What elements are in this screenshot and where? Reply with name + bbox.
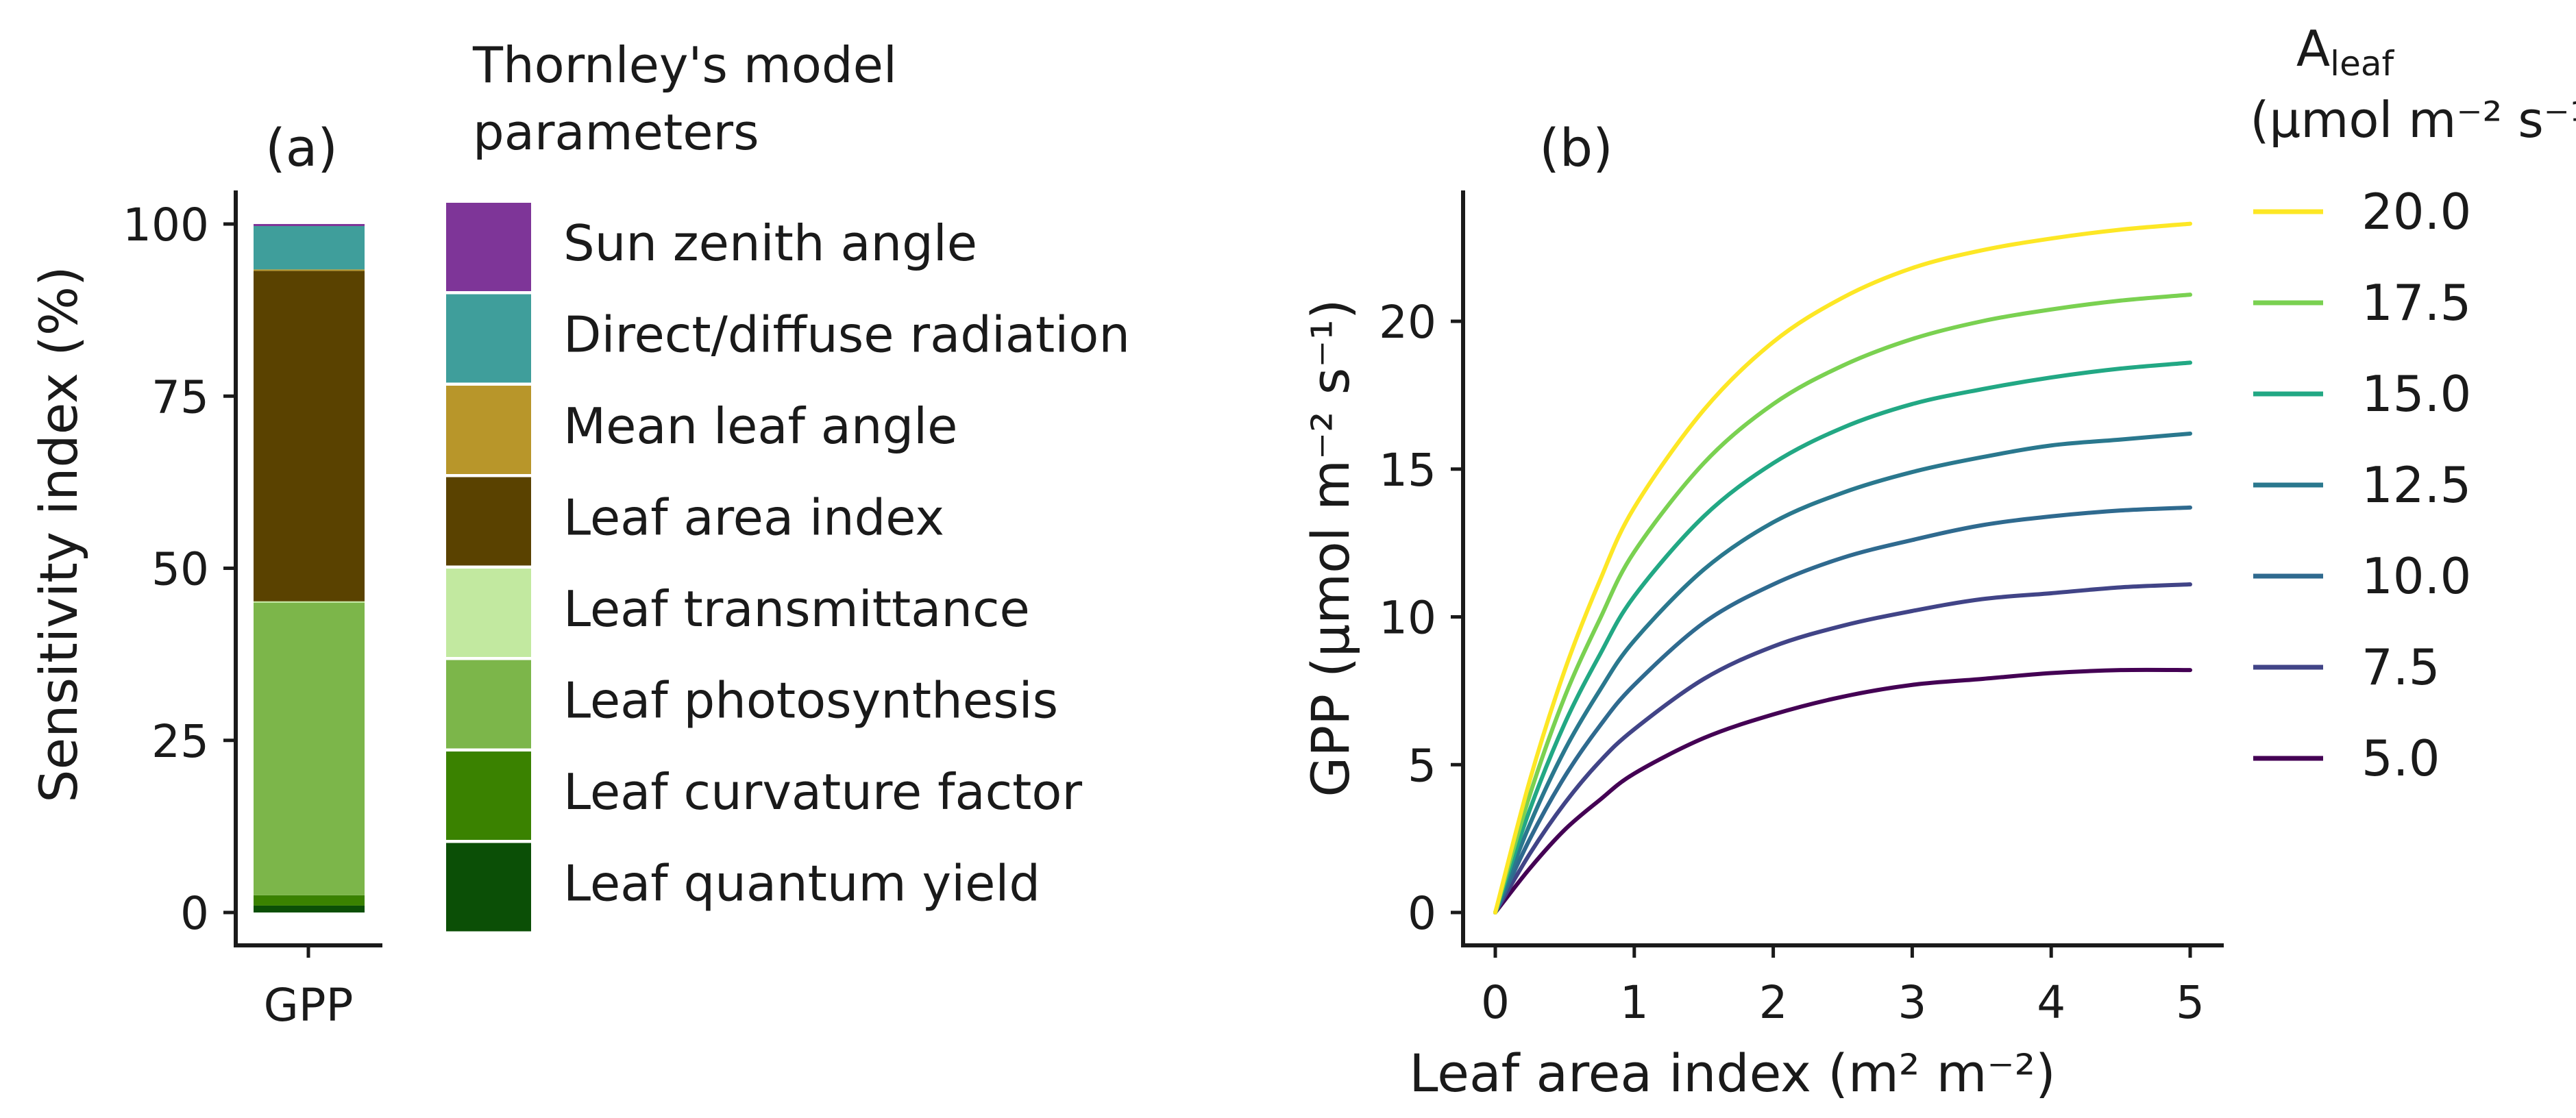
panel-a-y-ticks: 0 25 50 75 100	[123, 199, 236, 940]
legend-label: Leaf photosynthesis	[563, 672, 1058, 730]
panel-b-y-tick-label: 5	[1408, 739, 1436, 792]
panel-a-y-tick-label: 25	[151, 715, 209, 768]
panel-b-label: (b)	[1539, 117, 1613, 178]
bar-segment-leaf-curvature-factor	[254, 895, 365, 906]
panel-b-x-tick-label: 0	[1481, 976, 1510, 1029]
panel-b-legend-unit: (μmol m⁻² s⁻¹)	[2250, 91, 2576, 149]
legend-label: Sun zenith angle	[563, 214, 977, 272]
panel-a-legend-title: Thornley's model parameters	[472, 36, 913, 161]
panel-b-legend: 20.0 17.5 15.0 12.5 10.0 7.5 5.0	[2253, 183, 2471, 787]
panel-b-ylabel: GPP (μmol m⁻² s⁻¹)	[1300, 299, 1361, 797]
legend-swatch	[446, 477, 531, 566]
bar-segment-direct-diffuse-radiation	[254, 226, 365, 270]
legend-label: 12.5	[2362, 456, 2471, 514]
series-line-10-0	[1493, 505, 2192, 915]
panel-a-y-tick-label: 75	[151, 371, 209, 423]
panel-a: (a) Sensitivity index (%) 0 25 50 75 100 GPP…	[28, 36, 1130, 1032]
series-line-20-0	[1493, 221, 2192, 915]
panel-b-y-tick-label: 15	[1379, 444, 1436, 497]
panel-b-ticks: 0 1 2 3 4 5 0 5 10 15 20	[1379, 296, 2205, 1029]
panel-a-label: (a)	[265, 117, 338, 178]
bar-segment-leaf-photosynthesis	[254, 602, 365, 895]
bar-segment-sun-zenith-angle	[254, 224, 365, 227]
panel-b-legend-title: Aleaf	[2296, 20, 2395, 84]
panel-b-x-tick-label: 3	[1898, 976, 1926, 1029]
legend-label: 5.0	[2362, 730, 2440, 787]
legend-label: Leaf area index	[563, 489, 944, 547]
legend-label: 20.0	[2362, 183, 2471, 240]
panel-b-y-tick-label: 0	[1408, 887, 1436, 940]
series-line-12-5	[1493, 431, 2192, 915]
bar-segment-leaf-area-index	[254, 271, 365, 601]
legend-swatch	[446, 569, 531, 657]
panel-a-legend: Sun zenith angle Direct/diffuse radiation…	[446, 203, 1130, 932]
legend-label: Leaf quantum yield	[563, 855, 1040, 912]
panel-b-x-tick-label: 2	[1759, 976, 1788, 1029]
legend-swatch	[446, 203, 531, 291]
panel-a-bars	[254, 224, 365, 912]
legend-swatch	[446, 843, 531, 932]
panel-b-x-tick-label: 5	[2176, 976, 2205, 1029]
legend-label: 7.5	[2362, 638, 2440, 696]
panel-a-x-tick-label: GPP	[264, 979, 354, 1032]
legend-label: Mean leaf angle	[563, 397, 957, 455]
panel-b-x-tick-label: 1	[1620, 976, 1649, 1029]
panel-b-lines	[1493, 221, 2192, 915]
bar-segment-mean-leaf-angle	[254, 269, 365, 271]
legend-swatch	[446, 294, 531, 383]
legend-swatch	[446, 660, 531, 749]
panel-a-y-tick-label: 50	[151, 543, 209, 596]
legend-label: Leaf transmittance	[563, 580, 1030, 638]
series-line-17-5	[1493, 293, 2192, 915]
panel-a-y-tick-label: 100	[123, 199, 209, 251]
panel-a-y-tick-label: 0	[180, 887, 209, 940]
legend-swatch	[446, 386, 531, 474]
bar-segment-leaf-transmittance	[254, 601, 365, 603]
series-line-5-0	[1493, 667, 2192, 915]
legend-swatch	[446, 751, 531, 840]
panel-b-y-tick-label: 20	[1379, 296, 1436, 349]
panel-b-xlabel: Leaf area index (m² m⁻²)	[1409, 1043, 2056, 1104]
bar-segment-leaf-quantum-yield	[254, 905, 365, 912]
legend-label: 10.0	[2362, 547, 2471, 605]
series-line-7-5	[1493, 582, 2192, 915]
panel-b: (b) GPP (μmol m⁻² s⁻¹) Leaf area index (…	[1300, 20, 2576, 1104]
legend-label: 15.0	[2362, 365, 2471, 423]
panel-b-y-tick-label: 10	[1379, 592, 1436, 645]
legend-label: Direct/diffuse radiation	[563, 306, 1130, 364]
legend-label: Leaf curvature factor	[563, 763, 1082, 821]
series-line-15-0	[1493, 360, 2192, 915]
legend-label: 17.5	[2362, 274, 2471, 332]
panel-b-x-tick-label: 4	[2037, 976, 2065, 1029]
panel-a-ylabel: Sensitivity index (%)	[28, 266, 89, 802]
